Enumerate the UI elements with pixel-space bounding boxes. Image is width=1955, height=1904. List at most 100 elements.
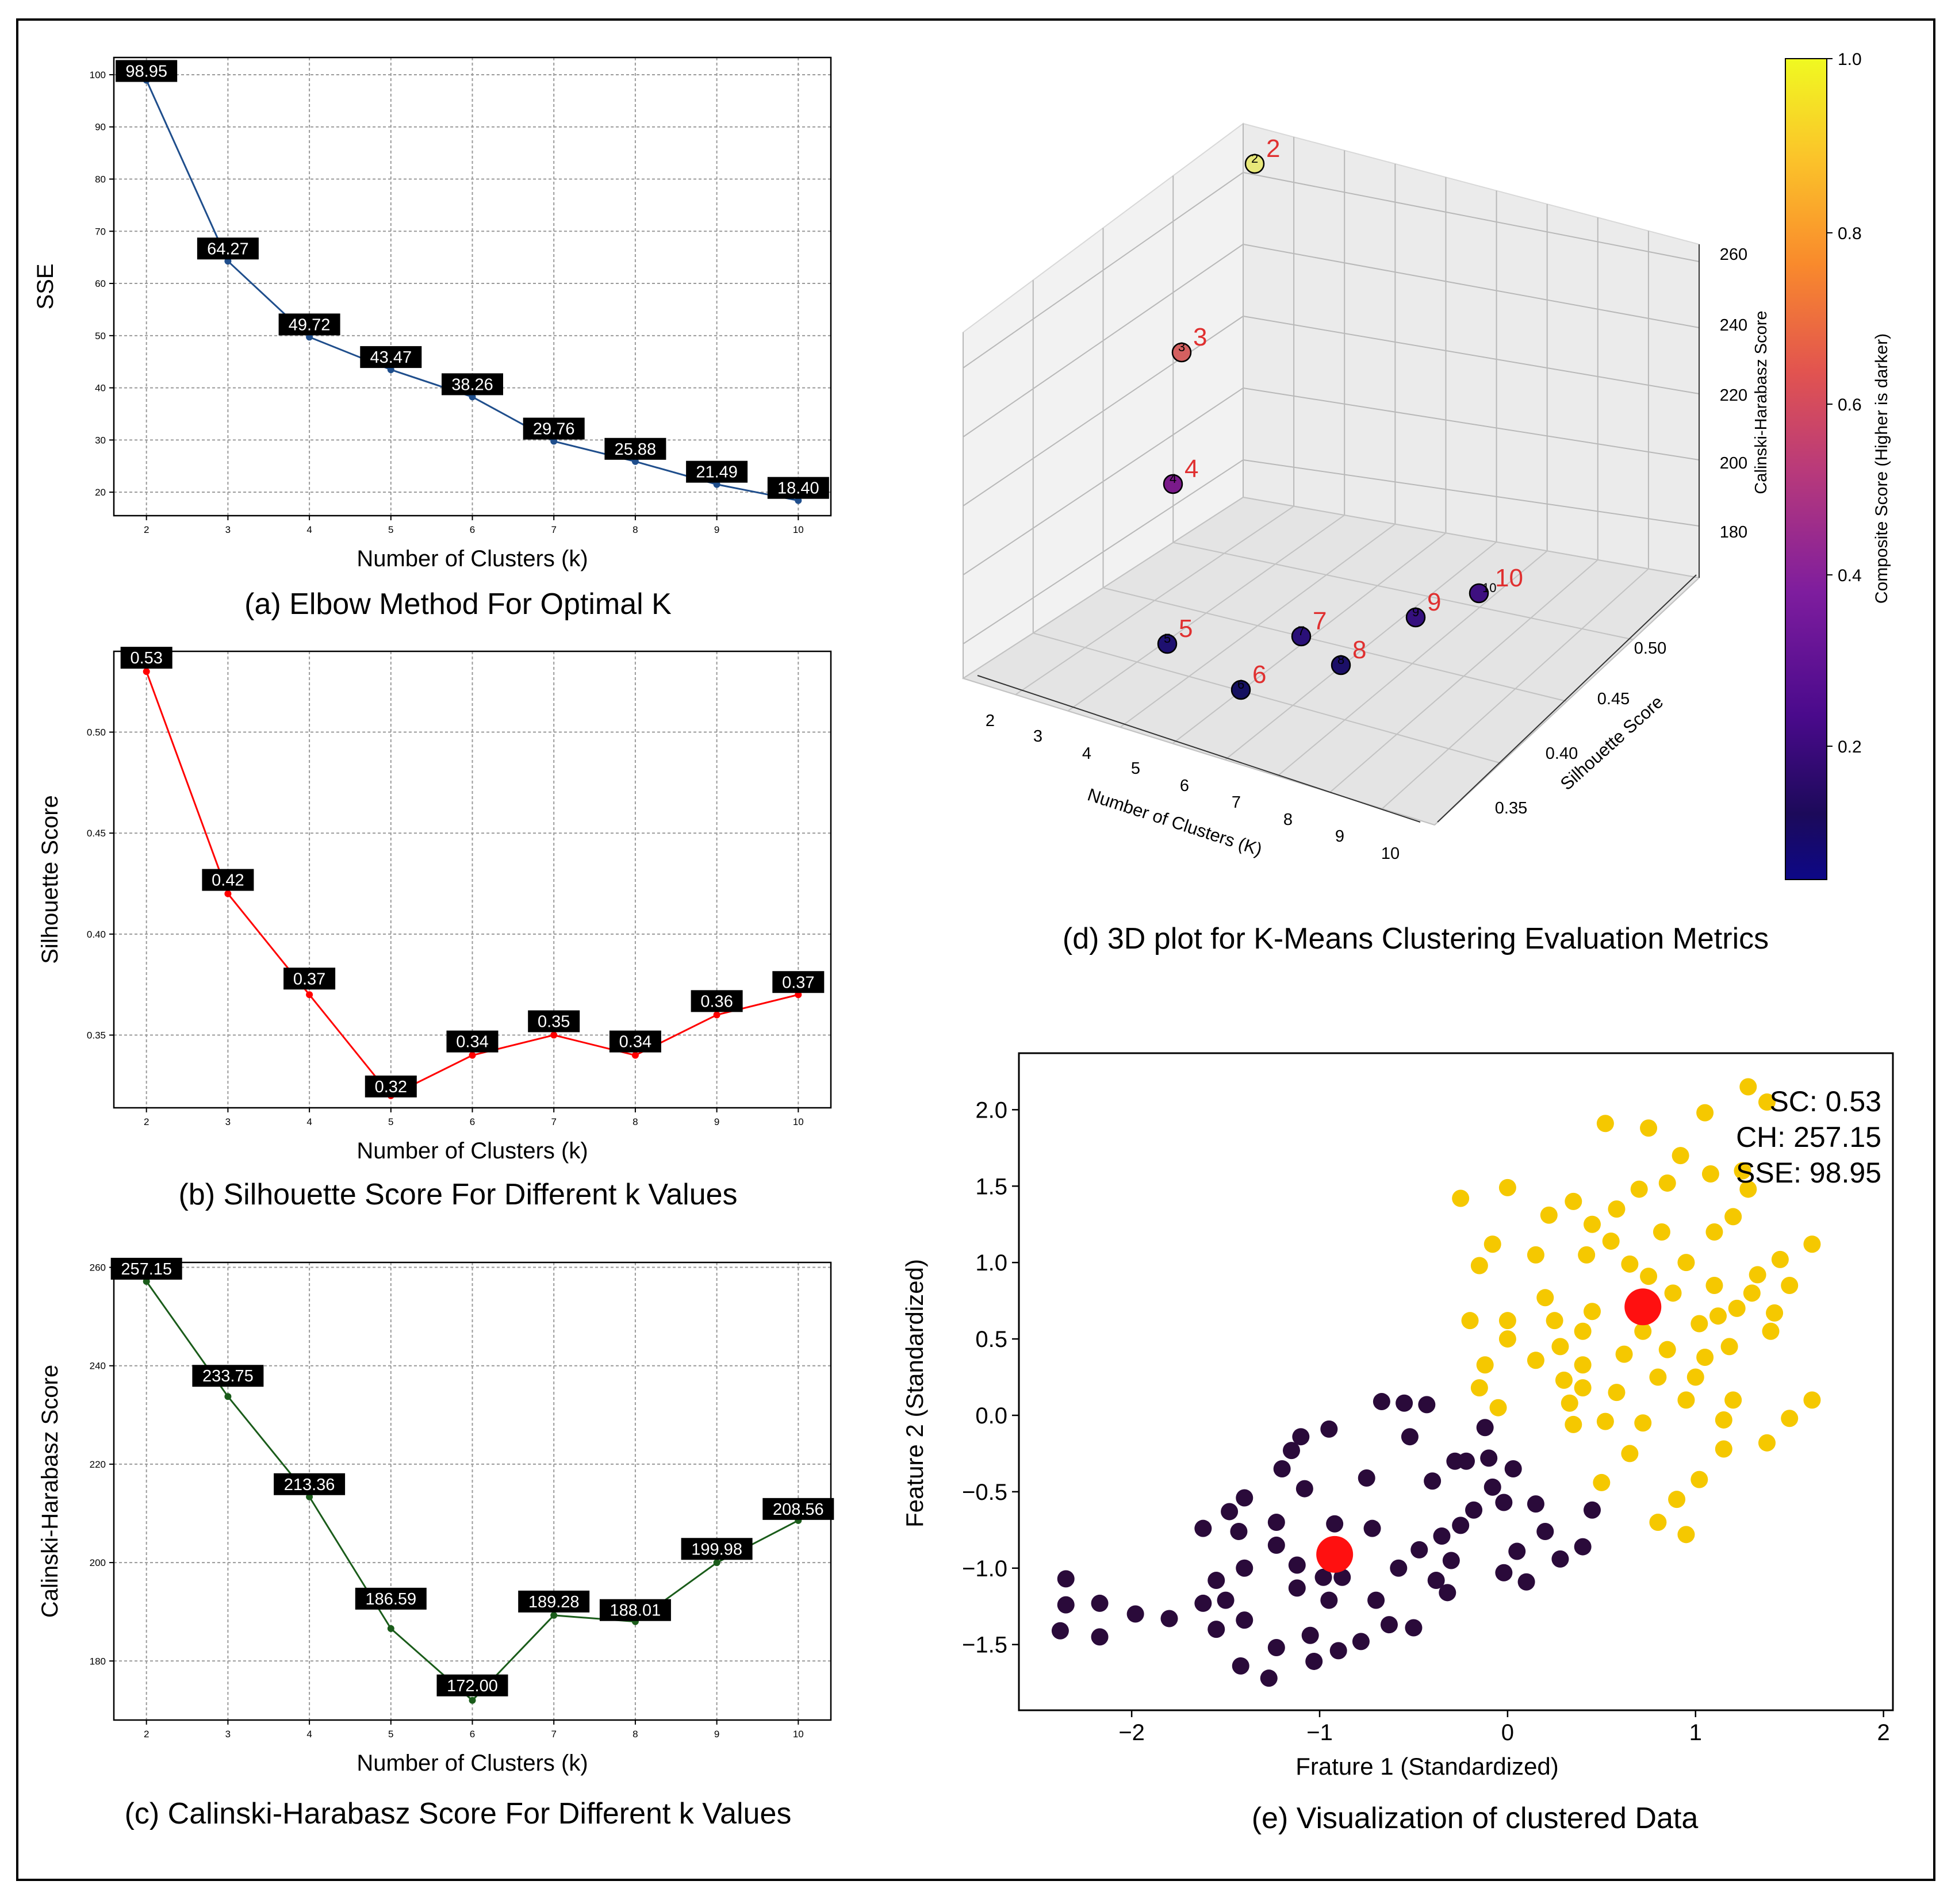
cluster1-point (1527, 1246, 1544, 1264)
y-axis-label: Feature 2 (Standardized) (901, 1259, 928, 1527)
centroid-marker (1316, 1536, 1354, 1573)
data-label-box (116, 60, 178, 82)
cluster1-point (1720, 1338, 1738, 1356)
x-tick-label: 4 (306, 1116, 312, 1127)
x-tick-label: 4 (306, 1729, 312, 1740)
data-label-text: 29.76 (533, 420, 575, 439)
centroid-marker (1624, 1288, 1662, 1326)
y-tick-label: 2.0 (975, 1097, 1007, 1123)
cluster0-point (1480, 1449, 1498, 1467)
cluster0-point (1476, 1419, 1494, 1437)
elbow-chart: 2 3 4 5 6 7 8 9 10 20 30 40 50 60 70 80 90 100 98.95 64.27 4… (33, 56, 832, 621)
data-label-box (120, 647, 172, 669)
y-tick-label: 200 (90, 1557, 106, 1568)
data-point (713, 1011, 720, 1019)
data-label-box (772, 971, 825, 993)
point-marker (1291, 626, 1312, 647)
grid-line (1243, 497, 1700, 578)
figure-caption: (c) Calinski-Harabasz Score For Differen… (125, 1797, 792, 1830)
cluster0-point (1236, 1559, 1254, 1577)
data-point (224, 1393, 232, 1400)
x-tick-label: 9 (1335, 827, 1344, 846)
cluster0-point (1452, 1517, 1470, 1534)
cluster0-point (1457, 1452, 1475, 1470)
x-tick-label: 2 (986, 712, 995, 730)
x-tick-label: 5 (388, 1729, 393, 1740)
cluster1-point (1758, 1434, 1776, 1452)
cluster0-point (1208, 1621, 1225, 1638)
cluster1-point (1715, 1411, 1732, 1429)
data-label-text: 208.56 (773, 1500, 824, 1519)
cluster0-point (1405, 1619, 1423, 1637)
cluster1-point (1658, 1174, 1676, 1192)
x-tick-label: 3 (1033, 727, 1042, 746)
x-tick-label: 6 (470, 524, 475, 535)
cluster0-point (1288, 1556, 1306, 1574)
data-label-box (767, 477, 829, 499)
cluster0-point (1433, 1527, 1451, 1545)
data-label: 0.42 (202, 869, 254, 891)
x-tick-label: 4 (306, 524, 312, 535)
data-label: 0.36 (691, 990, 743, 1012)
data-label: 199.98 (681, 1538, 753, 1560)
data-label: 21.49 (686, 460, 748, 483)
data-label-text: 38.26 (451, 375, 493, 394)
data-label-box (355, 1587, 427, 1610)
data-label-text: 49.72 (289, 316, 331, 334)
point-label: 10 (1495, 564, 1523, 592)
data-point (143, 668, 150, 675)
y-tick-label: 220 (90, 1459, 106, 1470)
data-label-text: 43.47 (370, 348, 412, 367)
data-label-box (523, 417, 585, 440)
y-tick-label: 30 (95, 435, 106, 446)
x-tick-label: 2 (144, 1116, 149, 1127)
grid-line (1173, 542, 1634, 640)
cluster1-point (1540, 1206, 1558, 1224)
cluster0-point (1495, 1564, 1513, 1581)
y-tick-label: −1.0 (962, 1556, 1007, 1581)
data-label-box (691, 990, 743, 1012)
cluster0-point (1194, 1594, 1212, 1612)
cluster1-point (1561, 1394, 1578, 1412)
data-label-box (274, 1473, 346, 1495)
point-small-label: 3 (1178, 340, 1185, 354)
x-tick-label: 0 (1501, 1720, 1514, 1745)
data-point (550, 1031, 558, 1039)
cluster1-point (1728, 1299, 1746, 1317)
data-label-text: 0.34 (619, 1033, 651, 1051)
cluster1-point (1536, 1289, 1554, 1307)
x-tick-label: 5 (1131, 759, 1140, 778)
cluster1-point (1608, 1200, 1626, 1218)
cluster1-point (1470, 1379, 1488, 1397)
y-axis-label: SSE (33, 263, 58, 309)
data-label-box (442, 373, 503, 396)
cluster1-point (1709, 1307, 1727, 1325)
cluster0-point (1236, 1489, 1254, 1507)
data-label-text: 25.88 (615, 440, 657, 459)
cluster1-point (1771, 1250, 1789, 1268)
cluster0-point (1410, 1541, 1428, 1558)
cluster1-point (1696, 1348, 1714, 1366)
cluster1-point (1803, 1235, 1821, 1253)
cluster1-point (1476, 1356, 1494, 1374)
cluster1-point (1630, 1180, 1648, 1198)
cluster0-point (1380, 1616, 1398, 1634)
y-tick-label: 60 (95, 278, 106, 289)
data-label-box (528, 1010, 580, 1032)
point-label: 9 (1427, 588, 1441, 616)
point-label: 6 (1252, 661, 1266, 689)
data-label: 29.76 (523, 417, 585, 440)
cluster1-point (1701, 1165, 1719, 1183)
cluster1-point (1621, 1255, 1639, 1273)
cluster1-point (1649, 1514, 1667, 1531)
cluster0-point (1282, 1442, 1300, 1460)
y-axis-label: Calinski-Harabasz Score (37, 1365, 63, 1618)
clusters-chart: −2 −1 0 1 2 −1.5 −1.0 −0.5 0.0 0.5 1.0 1.5 2.0 SC: 0.… (901, 1052, 1894, 1835)
data-label-text: 172.00 (447, 1677, 498, 1695)
cluster1-point (1546, 1312, 1563, 1330)
cluster0-point (1483, 1478, 1501, 1496)
